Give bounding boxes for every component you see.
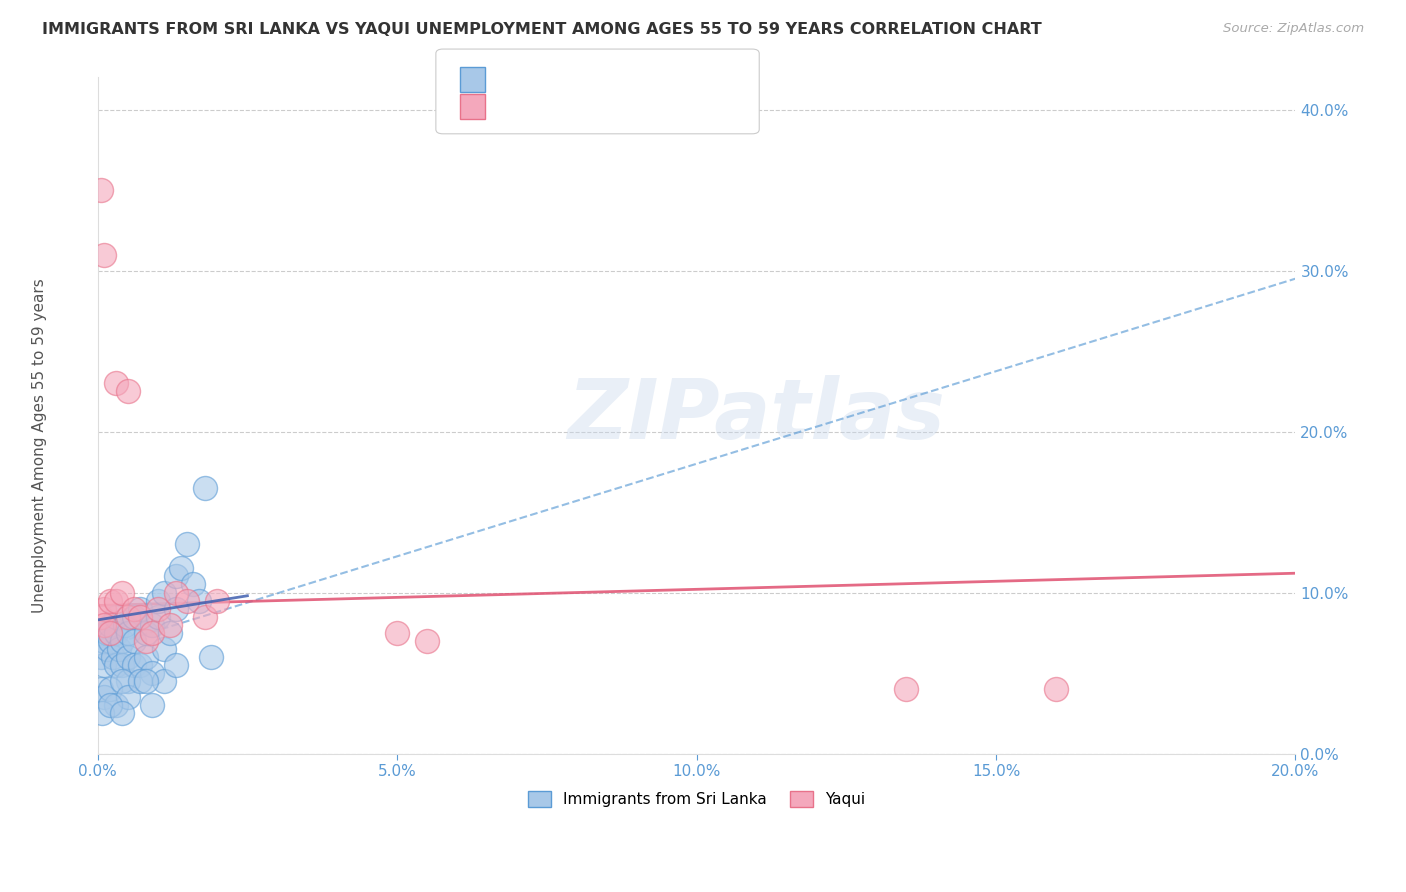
Point — [896, 682, 918, 697]
Point — [159, 617, 181, 632]
Point — [194, 609, 217, 624]
Point — [188, 593, 211, 607]
Point — [122, 601, 145, 615]
Point — [141, 666, 163, 681]
Point — [93, 617, 115, 632]
Point — [135, 674, 157, 689]
Text: N = 54: N = 54 — [600, 70, 662, 88]
Point — [110, 706, 132, 721]
Point — [96, 641, 118, 656]
Legend: Immigrants from Sri Lanka, Yaqui: Immigrants from Sri Lanka, Yaqui — [522, 785, 872, 814]
Point — [128, 609, 150, 624]
Point — [110, 585, 132, 599]
Point — [117, 384, 139, 399]
Point — [93, 601, 115, 615]
Point — [183, 577, 205, 591]
Point — [170, 561, 193, 575]
Point — [104, 376, 127, 391]
Point — [141, 625, 163, 640]
Point — [117, 674, 139, 689]
Point — [117, 609, 139, 624]
Point — [104, 625, 127, 640]
Point — [93, 690, 115, 705]
Point — [165, 601, 187, 615]
Point — [117, 649, 139, 664]
Point — [101, 649, 124, 664]
Point — [1045, 682, 1067, 697]
Text: N = 26: N = 26 — [600, 97, 662, 115]
Point — [152, 585, 174, 599]
Point — [194, 481, 217, 495]
Point — [207, 593, 229, 607]
Point — [98, 698, 121, 713]
Point — [104, 698, 127, 713]
Point — [152, 674, 174, 689]
Text: R = 0.033: R = 0.033 — [496, 97, 579, 115]
Point — [107, 641, 129, 656]
Point — [122, 657, 145, 672]
Point — [110, 633, 132, 648]
Point — [128, 601, 150, 615]
Text: ZIPatlas: ZIPatlas — [568, 375, 945, 456]
Text: R = 0.222: R = 0.222 — [496, 70, 579, 88]
Point — [110, 674, 132, 689]
Point — [114, 617, 136, 632]
Point — [128, 657, 150, 672]
Point — [135, 625, 157, 640]
Point — [416, 633, 439, 648]
Point — [152, 641, 174, 656]
Text: Source: ZipAtlas.com: Source: ZipAtlas.com — [1223, 22, 1364, 36]
Point — [128, 674, 150, 689]
Point — [165, 585, 187, 599]
Point — [93, 633, 115, 648]
Point — [122, 609, 145, 624]
Point — [98, 625, 121, 640]
Point — [98, 682, 121, 697]
Point — [93, 657, 115, 672]
Point — [176, 537, 198, 551]
Point — [165, 657, 187, 672]
Point — [200, 649, 222, 664]
Point — [110, 657, 132, 672]
Point — [135, 633, 157, 648]
Point — [96, 625, 118, 640]
Point — [93, 247, 115, 261]
Point — [146, 593, 169, 607]
Point — [141, 698, 163, 713]
Text: Unemployment Among Ages 55 to 59 years: Unemployment Among Ages 55 to 59 years — [32, 278, 46, 614]
Point — [104, 657, 127, 672]
Point — [122, 633, 145, 648]
Point — [98, 617, 121, 632]
Point — [165, 569, 187, 583]
Point — [385, 625, 408, 640]
Point — [90, 183, 112, 197]
Point — [91, 706, 114, 721]
Point — [98, 593, 121, 607]
Text: IMMIGRANTS FROM SRI LANKA VS YAQUI UNEMPLOYMENT AMONG AGES 55 TO 59 YEARS CORREL: IMMIGRANTS FROM SRI LANKA VS YAQUI UNEMP… — [42, 22, 1042, 37]
Point — [146, 601, 169, 615]
Point — [176, 593, 198, 607]
Point — [146, 609, 169, 624]
Point — [104, 609, 127, 624]
Point — [141, 617, 163, 632]
Point — [90, 682, 112, 697]
Point — [104, 593, 127, 607]
Point — [159, 625, 181, 640]
Point — [117, 625, 139, 640]
Point — [135, 649, 157, 664]
Point — [98, 633, 121, 648]
Point — [90, 649, 112, 664]
Point — [117, 690, 139, 705]
Point — [90, 609, 112, 624]
